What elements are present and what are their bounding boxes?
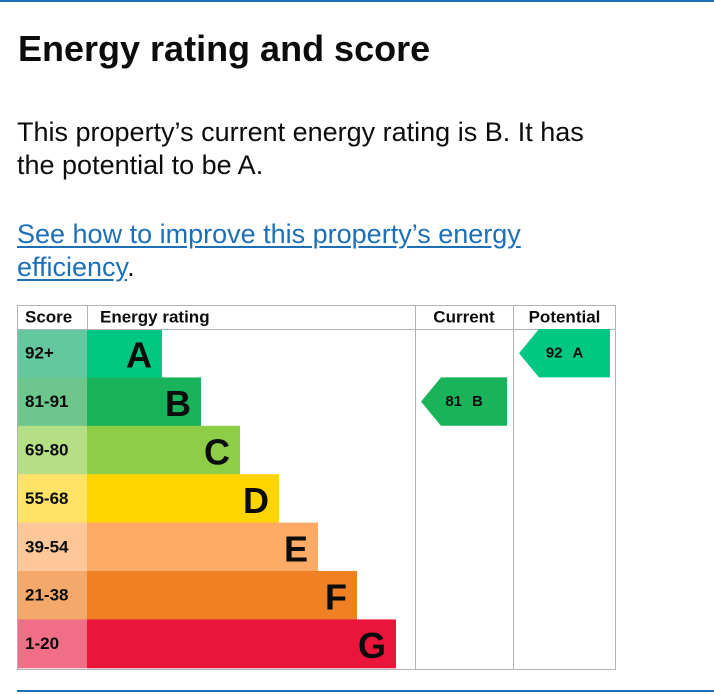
header-current: Current [433, 308, 495, 327]
rating-letter-g: G [358, 625, 386, 666]
rating-letter-e: E [284, 528, 308, 569]
rating-bar-b [87, 377, 201, 427]
header-potential: Potential [529, 308, 601, 327]
rating-summary: This property’s current energy rating is… [17, 117, 584, 180]
score-range-f: 21-38 [25, 586, 68, 605]
potential-letter: A [573, 345, 584, 362]
score-range-a: 92+ [25, 344, 54, 363]
rating-bar-g [87, 619, 396, 669]
rating-bar-c [87, 425, 240, 475]
score-cell-b [17, 377, 87, 427]
score-cell-c [17, 425, 87, 475]
potential-score: 92 [546, 345, 563, 362]
header-energy-rating: Energy rating [100, 308, 210, 327]
page-title: Energy rating and score [18, 28, 431, 69]
rating-letter-a: A [126, 335, 152, 376]
rating-bar-f [87, 571, 357, 620]
chart-border [17, 305, 616, 670]
score-cell-e [17, 522, 87, 572]
bottom-divider [17, 690, 714, 692]
score-cell-d [17, 474, 87, 524]
rating-letter-b: B [165, 383, 191, 424]
current-letter: B [472, 393, 483, 410]
rating-bar-d [87, 474, 279, 524]
rating-bar-e [87, 522, 318, 572]
score-cell-a [17, 329, 87, 378]
rating-bar-a [87, 329, 162, 378]
link-suffix: . [127, 252, 135, 282]
score-range-d: 55-68 [25, 489, 68, 508]
header-score: Score [25, 308, 72, 327]
rating-letter-c: C [204, 432, 230, 473]
score-range-e: 39-54 [25, 537, 69, 556]
potential-rating-arrow [519, 329, 610, 378]
score-range-c: 69-80 [25, 441, 68, 460]
current-score: 81 [445, 393, 462, 410]
energy-rating-chart: Score Energy rating Current Potential 92+ A 81… [17, 305, 616, 670]
score-range-g: 1-20 [25, 634, 59, 653]
score-cell-f [17, 571, 87, 620]
current-rating-arrow [421, 377, 507, 426]
rating-letter-d: D [243, 480, 269, 521]
top-divider [0, 0, 714, 2]
improve-efficiency-link[interactable]: See how to improve this property’s energ… [17, 219, 521, 282]
energy-rating-graph: Score Energy rating Current Potential 92+ A 81… [17, 305, 616, 670]
score-range-b: 81-91 [25, 392, 68, 411]
score-cell-g [17, 619, 87, 669]
rating-letter-f: F [325, 577, 347, 618]
improve-paragraph: See how to improve this property’s energ… [17, 218, 617, 284]
